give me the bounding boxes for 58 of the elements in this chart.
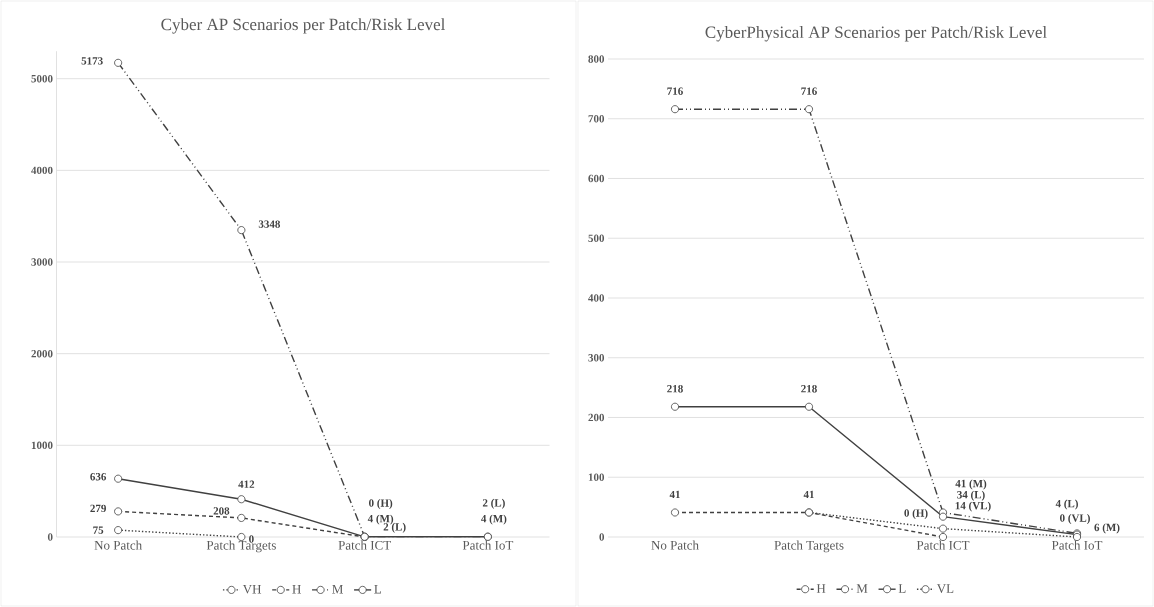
data-label: 41	[803, 490, 814, 499]
chart-title: CyberPhysical AP Scenarios per Patch/Risk Level	[705, 26, 1047, 42]
data-label: 41 (M)	[955, 479, 987, 490]
legend-label: H	[292, 584, 301, 594]
data-label: 412	[238, 480, 255, 488]
y-tick-label: 1000	[31, 441, 53, 450]
data-label: 2 (L)	[482, 498, 505, 509]
data-label: 4 (L)	[1055, 499, 1078, 510]
y-tick-label: 800	[588, 55, 605, 63]
data-label: 716	[801, 87, 817, 95]
legend-label: H	[816, 584, 826, 593]
data-label: 3348	[258, 220, 281, 228]
chart-title: Cyber AP Scenarios per Patch/Risk Level	[161, 18, 446, 34]
data-label: 75	[93, 526, 104, 534]
x-tick-label: Patch ICT	[338, 540, 391, 550]
y-tick-label: 700	[588, 115, 605, 123]
data-label: 0	[249, 535, 254, 543]
y-tick-label: 3000	[31, 258, 53, 266]
legend-label: VH	[242, 584, 262, 594]
data-label: 5173	[81, 57, 103, 65]
data-label: 218	[801, 385, 817, 393]
data-label: 14 (VL)	[955, 501, 991, 512]
data-label: 208	[213, 507, 230, 515]
y-tick-label: 500	[588, 234, 605, 242]
data-label: 41	[669, 490, 680, 499]
x-tick-label: Patch IoT	[462, 540, 514, 550]
x-tick-label: No Patch	[651, 540, 699, 550]
x-tick-label: No Patch	[94, 540, 142, 550]
data-label: 636	[90, 473, 107, 481]
y-tick-label: 4000	[31, 166, 53, 175]
legend-label: M	[332, 584, 343, 594]
data-label: 6 (M)	[1094, 523, 1120, 534]
x-tick-label: Patch IoT	[1051, 540, 1103, 550]
y-tick-label: 200	[588, 413, 605, 422]
y-tick-label: 0	[47, 533, 53, 541]
legend-label: L	[374, 584, 382, 594]
y-tick-label: 600	[588, 174, 605, 183]
data-label: 4 (M)	[367, 514, 394, 525]
y-tick-label: 2000	[31, 349, 53, 358]
data-label: 0 (H)	[904, 509, 928, 519]
data-label: 0 (VL)	[1060, 514, 1090, 524]
x-tick-label: Patch Targets	[774, 540, 844, 553]
y-tick-label: 400	[588, 294, 605, 302]
data-label: 34 (L)	[957, 490, 985, 501]
legend-label: M	[856, 584, 868, 593]
x-tick-label: Patch ICT	[916, 540, 970, 550]
y-tick-label: 0	[599, 533, 605, 541]
data-label: 4 (M)	[481, 514, 507, 525]
data-label: 218	[667, 385, 683, 393]
y-tick-label: 300	[588, 354, 605, 362]
legend-label: VL	[936, 584, 954, 593]
x-tick-label: Patch Targets	[206, 540, 276, 553]
data-label: 0 (H)	[368, 499, 393, 509]
y-tick-label: 100	[588, 473, 605, 481]
legend-label: L	[898, 584, 906, 593]
y-tick-label: 5000	[31, 74, 53, 83]
data-label: 279	[90, 504, 106, 513]
data-label: 716	[667, 87, 683, 95]
